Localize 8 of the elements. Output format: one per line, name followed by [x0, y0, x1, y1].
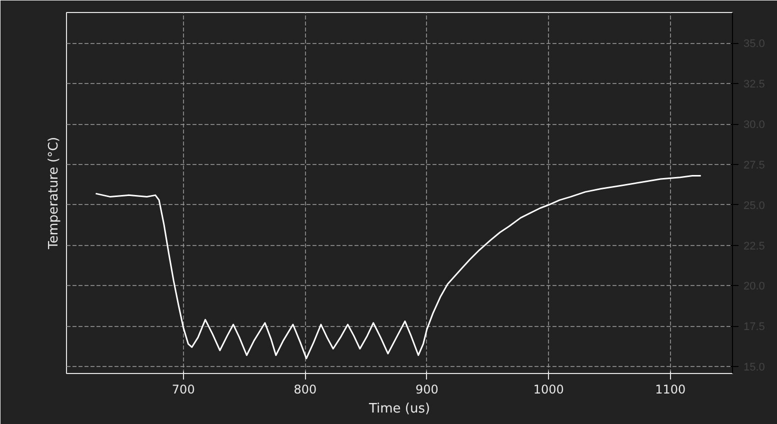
- x-tick-label: 700: [172, 382, 195, 396]
- x-tick-label: 1100: [655, 382, 686, 396]
- x-tick-label: 900: [415, 382, 438, 396]
- y-axis-title: Temperature (°C): [46, 136, 62, 250]
- x-tick-label: 800: [294, 382, 317, 396]
- line-series: [94, 175, 702, 360]
- x-tick-label: 1000: [533, 382, 564, 396]
- x-axis-title: Time (us): [368, 402, 430, 416]
